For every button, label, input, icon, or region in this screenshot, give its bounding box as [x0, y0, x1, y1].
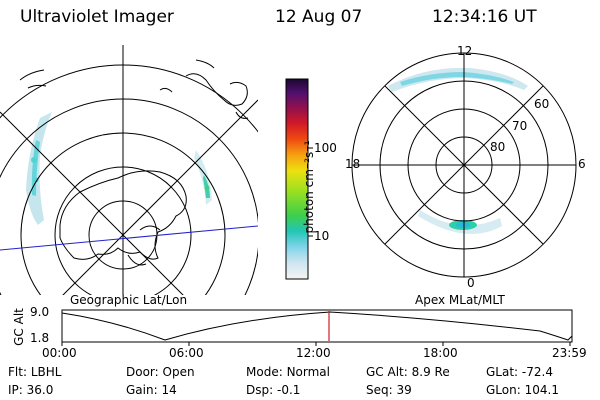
info-seq: Seq: 39 — [366, 383, 412, 397]
info-filter: Flt: LBHL — [8, 365, 62, 379]
altitude-xtick-2359: 23:59 — [552, 346, 587, 360]
altitude-ytick-max: 9.0 — [30, 305, 50, 319]
info-gain: Gain: 14 — [126, 383, 177, 397]
info-door: Door: Open — [126, 365, 195, 379]
altitude-xtick-0000: 00:00 — [42, 346, 77, 360]
info-glat: GLat: -72.4 — [486, 365, 553, 379]
info-glon: GLon: 104.1 — [486, 383, 559, 397]
aurora-emission-left — [26, 112, 212, 225]
magnetic-panel-label: Apex MLat/MLT — [415, 293, 505, 307]
mlat-label-70: 70 — [512, 119, 528, 133]
info-mode: Mode: Normal — [246, 365, 330, 379]
altitude-plot-frame — [61, 309, 573, 343]
altitude-xticks — [61, 342, 571, 346]
meridians — [0, 45, 258, 295]
orbit-altitude-curve — [61, 311, 573, 341]
aurora-emission-right — [388, 67, 528, 234]
mlt-label-18: 18 — [345, 157, 361, 171]
colorbar — [285, 78, 313, 280]
info-gc-alt: GC Alt: 8.9 Re — [366, 365, 450, 379]
mlt-label-12: 12 — [457, 44, 473, 58]
instrument-title: Ultraviolet Imager — [20, 7, 174, 27]
mlat-label-80: 80 — [490, 140, 506, 154]
altitude-ylabel: GC Alt — [12, 308, 26, 346]
altitude-xtick-1800: 18:00 — [423, 346, 458, 360]
altitude-plot — [61, 309, 573, 346]
mlt-label-0: 0 — [467, 276, 475, 290]
date-label: 12 Aug 07 — [275, 7, 363, 27]
colorbar-units-label: photon cm⁻²s⁻¹ — [302, 140, 316, 234]
info-ip: IP: 36.0 — [8, 383, 54, 397]
mlat-label-60: 60 — [534, 97, 550, 111]
magnetic-polar-plot — [351, 52, 577, 278]
altitude-xtick-1200: 12:00 — [296, 346, 331, 360]
colorbar-label-10: 10 — [314, 229, 330, 243]
mlt-label-6: 6 — [578, 157, 586, 171]
geographic-panel-label: Geographic Lat/Lon — [70, 293, 188, 307]
colorbar-scale — [285, 78, 309, 280]
mlt-grid — [352, 53, 576, 277]
altitude-ytick-min: 1.8 — [30, 331, 50, 345]
info-dsp: Dsp: -0.1 — [246, 383, 301, 397]
geographic-map — [0, 45, 258, 295]
time-label: 12:34:16 UT — [432, 7, 537, 27]
colorbar-label-100: 100 — [314, 141, 337, 155]
terminator-line — [0, 225, 258, 251]
altitude-xtick-0600: 06:00 — [169, 346, 204, 360]
